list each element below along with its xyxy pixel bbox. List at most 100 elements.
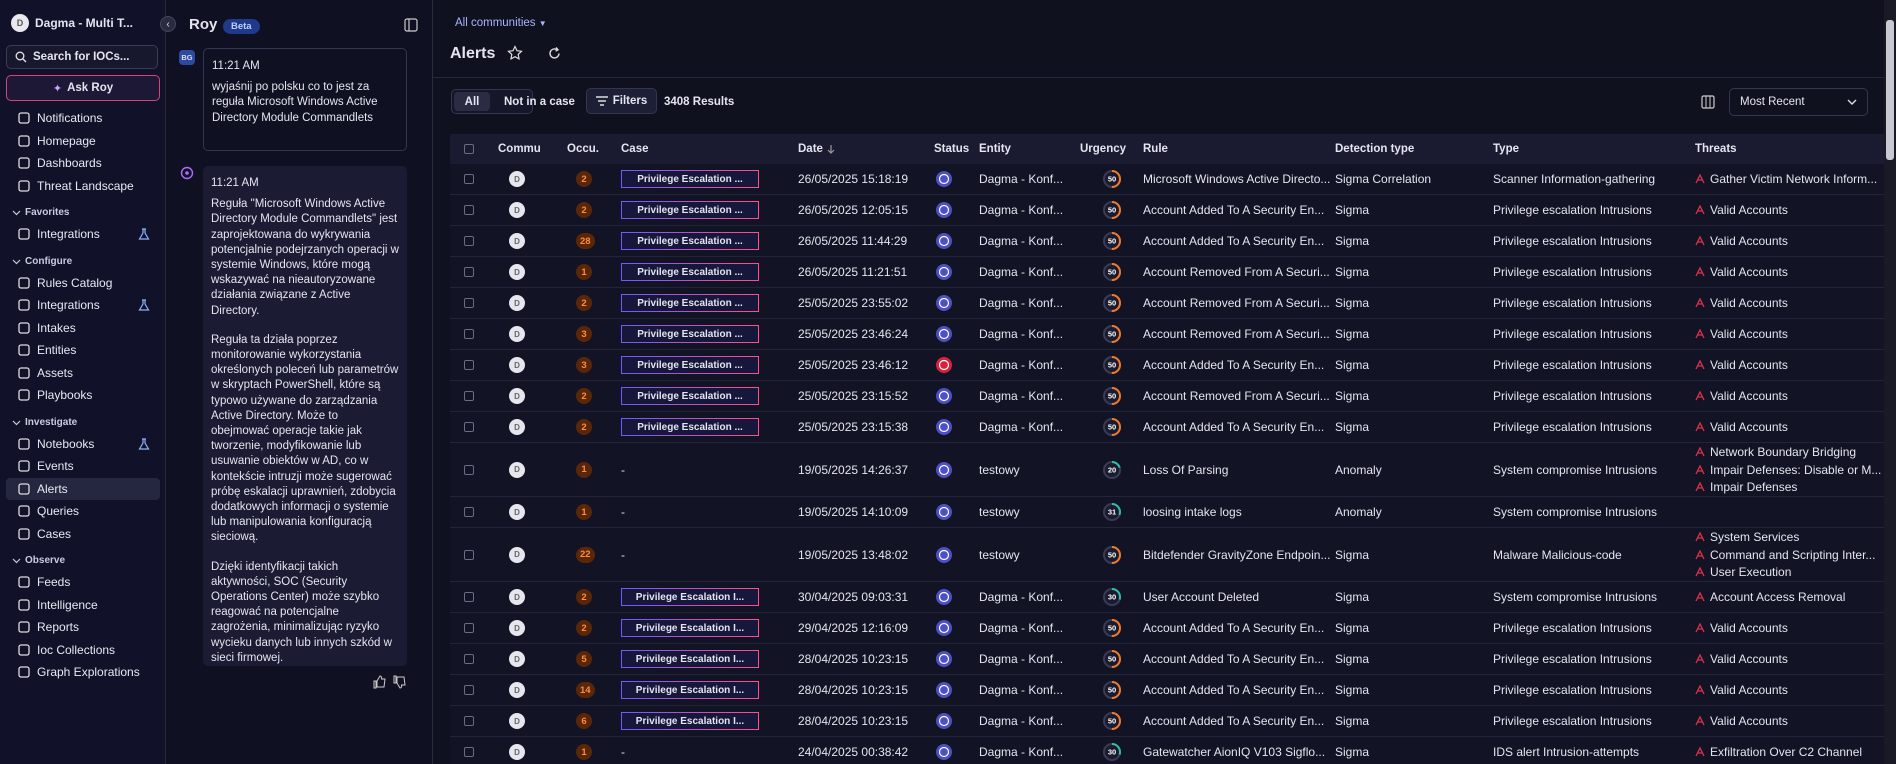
nav-item[interactable]: Dashboards — [6, 152, 160, 175]
checkbox[interactable] — [464, 549, 474, 560]
ask-button[interactable]: ✦ Ask Roy — [6, 75, 160, 101]
nav-item[interactable]: Graph Explorations — [6, 661, 160, 684]
table-row[interactable]: D 2 Privilege Escalation ... 25/05/2025 23:… — [450, 288, 1884, 319]
nav-item[interactable]: Rules Catalog — [6, 272, 160, 295]
case-chip[interactable]: Privilege Escalation ... — [621, 232, 759, 250]
table-row[interactable]: D 1 - 19/05/2025 14:26:37 testowy 20 Loss Of P… — [450, 443, 1884, 497]
column-header[interactable]: Rule — [1143, 134, 1168, 164]
case-chip[interactable]: Privilege Escalation I... — [621, 712, 759, 730]
case-chip[interactable]: Privilege Escalation I... — [621, 681, 759, 699]
feedback-icons[interactable] — [372, 675, 408, 689]
table-row[interactable]: D 5 Privilege Escalation I... 28/04/2025 10… — [450, 644, 1884, 675]
tab[interactable]: All — [454, 92, 490, 111]
checkbox[interactable] — [464, 507, 474, 517]
table-row[interactable]: D 2 Privilege Escalation ... 26/05/2025 15:… — [450, 164, 1884, 195]
case-chip[interactable]: Privilege Escalation ... — [621, 356, 759, 374]
star-icon[interactable] — [507, 45, 523, 61]
column-header[interactable]: Urgency — [1080, 134, 1126, 164]
refresh-icon[interactable] — [547, 46, 562, 61]
checkbox[interactable] — [464, 236, 474, 246]
case-chip[interactable]: Privilege Escalation I... — [621, 588, 759, 606]
nav-item[interactable]: Assets — [6, 362, 160, 385]
nav-item[interactable]: Events — [6, 455, 160, 478]
community-selector[interactable]: All communities ▼ — [455, 17, 547, 29]
case-chip[interactable]: Privilege Escalation ... — [621, 294, 759, 312]
column-header[interactable]: Status — [934, 134, 969, 164]
case-chip[interactable]: Privilege Escalation ... — [621, 263, 759, 281]
column-header[interactable]: Case — [621, 134, 649, 164]
nav-item[interactable]: Playbooks — [6, 384, 160, 407]
checkbox[interactable] — [464, 623, 474, 633]
checkbox[interactable] — [464, 685, 474, 695]
column-header[interactable]: Entity — [979, 134, 1011, 164]
case-chip[interactable]: Privilege Escalation ... — [621, 325, 759, 343]
case-chip[interactable]: Privilege Escalation ... — [621, 201, 759, 219]
nav-section[interactable]: Configure — [0, 246, 166, 272]
checkbox[interactable] — [464, 174, 474, 184]
column-header[interactable]: Threats — [1695, 134, 1737, 164]
nav-item[interactable]: Notifications — [6, 107, 160, 130]
nav-section[interactable]: Favorites — [0, 197, 166, 223]
checkbox[interactable] — [464, 747, 474, 757]
nav-item[interactable]: Threat Landscape — [6, 175, 160, 198]
checkbox[interactable] — [464, 716, 474, 726]
case-chip[interactable]: Privilege Escalation I... — [621, 650, 759, 668]
nav-item[interactable]: Cases — [6, 523, 160, 546]
search-box[interactable]: Search for IOCs... — [6, 45, 158, 69]
table-row[interactable]: D 2 Privilege Escalation ... 26/05/2025 12:… — [450, 195, 1884, 226]
table-row[interactable]: D 2 Privilege Escalation ... 25/05/2025 23:… — [450, 381, 1884, 412]
table-row[interactable]: D 2 Privilege Escalation I... 29/04/2025 12… — [450, 613, 1884, 644]
column-header[interactable]: Commu — [498, 134, 541, 164]
checkbox[interactable] — [464, 267, 474, 277]
nav-item[interactable]: Integrations — [6, 223, 160, 246]
case-chip[interactable]: Privilege Escalation ... — [621, 418, 759, 436]
table-row[interactable]: D 2 Privilege Escalation ... 25/05/2025 23:… — [450, 412, 1884, 443]
table-row[interactable]: D 22 - 19/05/2025 13:48:02 testowy 50 Bitdefen… — [450, 528, 1884, 582]
workspace-name[interactable]: Dagma - Multi T... — [35, 16, 134, 30]
tab[interactable]: Not in a case — [504, 96, 575, 108]
checkbox[interactable] — [464, 360, 474, 370]
nav-item[interactable]: Intakes — [6, 317, 160, 340]
table-row[interactable]: D 1 - 19/05/2025 14:10:09 testowy 31 loosing i… — [450, 497, 1884, 528]
nav-item[interactable]: Ioc Collections — [6, 639, 160, 662]
filters-button[interactable]: Filters — [586, 88, 657, 114]
checkbox[interactable] — [464, 391, 474, 401]
columns-icon[interactable] — [1701, 95, 1715, 109]
checkbox[interactable] — [464, 654, 474, 664]
checkbox[interactable] — [464, 329, 474, 339]
table-row[interactable]: D 2 Privilege Escalation I... 30/04/2025 09… — [450, 582, 1884, 613]
scrollbar[interactable] — [1884, 0, 1896, 764]
column-header[interactable]: Occu. — [567, 134, 599, 164]
checkbox[interactable] — [464, 144, 474, 154]
sort-select[interactable]: Most Recent — [1729, 88, 1868, 116]
checkbox[interactable] — [464, 205, 474, 215]
panel-icon[interactable] — [404, 18, 418, 32]
checkbox[interactable] — [464, 422, 474, 432]
column-header[interactable]: Type — [1493, 134, 1519, 164]
case-chip[interactable]: Privilege Escalation ... — [621, 170, 759, 188]
column-header[interactable]: Date — [798, 134, 835, 164]
table-row[interactable]: D 3 Privilege Escalation ... 25/05/2025 23:… — [450, 350, 1884, 381]
nav-item[interactable]: Reports — [6, 616, 160, 639]
nav-item[interactable]: Integrations — [6, 294, 160, 317]
nav-item[interactable]: Homepage — [6, 130, 160, 153]
table-row[interactable]: D 6 Privilege Escalation I... 28/04/2025 10… — [450, 706, 1884, 737]
table-row[interactable]: D 1 Privilege Escalation ... 26/05/2025 11:… — [450, 257, 1884, 288]
checkbox[interactable] — [464, 592, 474, 602]
table-row[interactable]: D 3 Privilege Escalation ... 25/05/2025 23:… — [450, 319, 1884, 350]
nav-section[interactable]: Investigate — [0, 407, 166, 433]
checkbox[interactable] — [464, 298, 474, 308]
table-row[interactable]: D 28 Privilege Escalation ... 26/05/2025 11… — [450, 226, 1884, 257]
nav-item[interactable]: Intelligence — [6, 594, 160, 617]
nav-item[interactable]: Notebooks — [6, 433, 160, 456]
table-row[interactable]: D 1 - 24/04/2025 00:38:42 Dagma - Konf... 30 G… — [450, 737, 1884, 764]
collapse-button[interactable]: ‹ — [160, 16, 176, 32]
table-row[interactable]: D 14 Privilege Escalation I... 28/04/2025 1… — [450, 675, 1884, 706]
column-header[interactable]: Detection type — [1335, 134, 1414, 164]
nav-item[interactable]: Queries — [6, 500, 160, 523]
nav-item[interactable]: Entities — [6, 339, 160, 362]
checkbox[interactable] — [464, 464, 474, 475]
nav-item[interactable]: Feeds — [6, 571, 160, 594]
nav-section[interactable]: Observe — [0, 545, 166, 571]
case-chip[interactable]: Privilege Escalation I... — [621, 619, 759, 637]
